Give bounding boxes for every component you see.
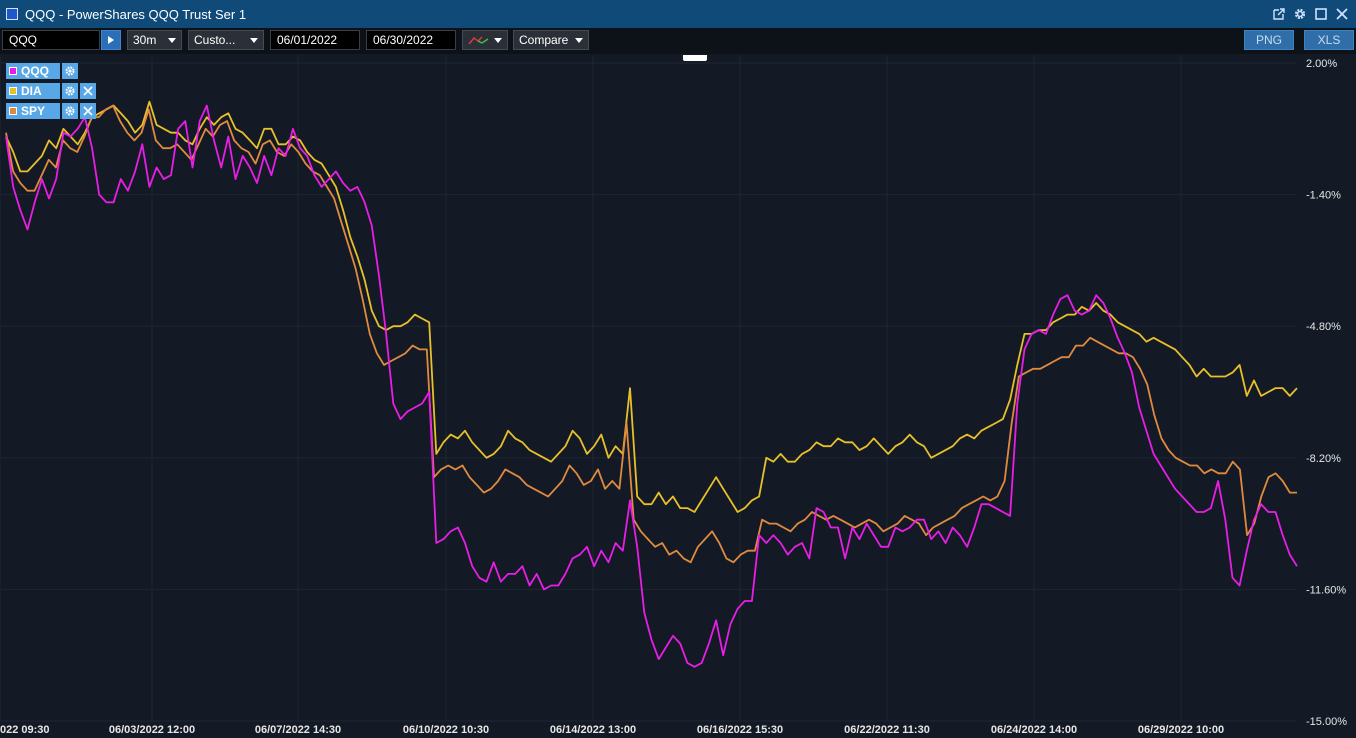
- legend-tag[interactable]: SPY: [6, 103, 60, 119]
- symbol-go-button[interactable]: [101, 30, 121, 50]
- series-line-spy: [5, 104, 1297, 564]
- symbol-input[interactable]: [2, 30, 100, 50]
- legend-tag[interactable]: QQQ: [6, 63, 60, 79]
- legend-symbol: QQQ: [21, 64, 50, 78]
- chevron-down-icon: [250, 38, 258, 43]
- close-icon[interactable]: [1334, 6, 1350, 22]
- color-swatch: [9, 67, 17, 75]
- maximize-icon[interactable]: [1313, 6, 1329, 22]
- compare-label: Compare: [519, 33, 569, 47]
- end-date-input[interactable]: [366, 30, 456, 50]
- gear-icon[interactable]: [62, 63, 78, 79]
- range-dropdown[interactable]: Custo...: [188, 30, 264, 50]
- line-chart-icon: [468, 36, 489, 45]
- x-tick-label: 06/14/2022 13:00: [550, 724, 636, 736]
- chart-series: [5, 100, 1298, 668]
- close-icon[interactable]: [80, 103, 96, 119]
- x-tick-label: 06/03/2022 12:00: [109, 724, 195, 736]
- interval-dropdown[interactable]: 30m: [127, 30, 182, 50]
- gear-icon[interactable]: [62, 83, 78, 99]
- gear-icon[interactable]: [1292, 6, 1308, 22]
- range-value: Custo...: [194, 33, 236, 47]
- y-tick-label: 2.00%: [1306, 58, 1337, 70]
- x-tick-label: 06/07/2022 14:30: [255, 724, 341, 736]
- legend-symbol: SPY: [21, 104, 46, 118]
- chart-grid: [0, 55, 1297, 722]
- gear-icon[interactable]: [62, 103, 78, 119]
- legend-item-qqq[interactable]: QQQ: [6, 63, 78, 79]
- interval-value: 30m: [133, 33, 157, 47]
- y-axis: 2.00% -1.40% -4.80% -8.20% -11.60% -15.00%: [1306, 58, 1347, 728]
- title-bar: QQQ - PowerShares QQQ Trust Ser 1: [0, 0, 1356, 29]
- x-tick-label: 06/16/2022 15:30: [697, 724, 783, 736]
- series-line-qqq: [5, 104, 1298, 668]
- window-title: QQQ - PowerShares QQQ Trust Ser 1: [25, 6, 247, 22]
- series-line-dia: [5, 100, 1298, 513]
- compare-dropdown[interactable]: Compare: [513, 30, 589, 50]
- color-swatch: [9, 87, 17, 95]
- png-export-button[interactable]: PNG: [1244, 30, 1294, 50]
- y-tick-label: -15.00%: [1306, 716, 1347, 728]
- x-tick-label: 06/29/2022 10:00: [1138, 724, 1224, 736]
- comparison-chart[interactable]: 2.00% -1.40% -4.80% -8.20% -11.60% -15.00% 02…: [0, 55, 1356, 738]
- x-axis: 022 09:30 06/03/2022 12:00 06/07/2022 14:3…: [0, 724, 1224, 736]
- x-tick-label: 06/22/2022 11:30: [844, 724, 930, 736]
- legend-item-dia[interactable]: DIA: [6, 83, 96, 99]
- chart-type-dropdown[interactable]: [462, 30, 508, 50]
- start-date-input[interactable]: [270, 30, 360, 50]
- play-icon: [108, 36, 114, 44]
- x-tick-label: 06/24/2022 14:00: [991, 724, 1077, 736]
- xls-export-button[interactable]: XLS: [1304, 30, 1354, 50]
- window-icon: [6, 8, 18, 20]
- legend-symbol: DIA: [21, 84, 42, 98]
- legend-item-spy[interactable]: SPY: [6, 103, 96, 119]
- y-tick-label: -8.20%: [1306, 453, 1341, 465]
- panel-collapse-handle[interactable]: [683, 55, 707, 61]
- chevron-down-icon: [494, 38, 502, 43]
- y-tick-label: -4.80%: [1306, 321, 1341, 333]
- color-swatch: [9, 107, 17, 115]
- close-icon[interactable]: [80, 83, 96, 99]
- x-tick-label: 022 09:30: [0, 724, 50, 736]
- x-tick-label: 06/10/2022 10:30: [403, 724, 489, 736]
- chevron-down-icon: [168, 38, 176, 43]
- legend-tag[interactable]: DIA: [6, 83, 60, 99]
- popout-icon[interactable]: [1271, 6, 1287, 22]
- toolbar: 30m Custo... Compare PNG XLS: [0, 28, 1356, 54]
- chevron-down-icon: [575, 38, 583, 43]
- y-tick-label: -11.60%: [1306, 584, 1346, 596]
- y-tick-label: -1.40%: [1306, 190, 1341, 202]
